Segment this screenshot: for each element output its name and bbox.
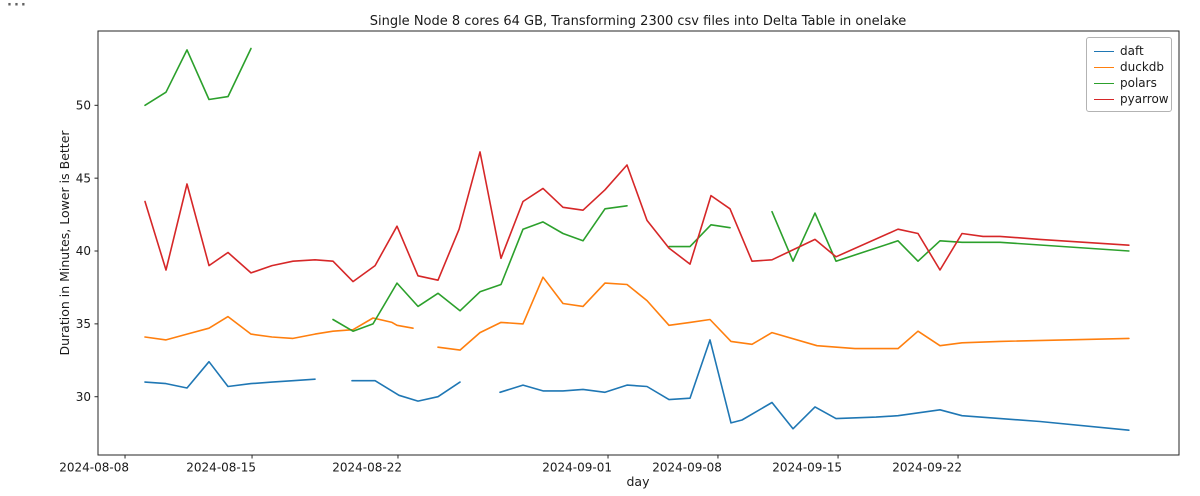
axis-ticks: 30 35 40 45 50 2024-08-08 2024-08-15 2024-08-22… (59, 99, 962, 475)
overflow-indicator-icon[interactable]: ··· (7, 0, 28, 13)
legend-label-daft: daft (1120, 44, 1144, 58)
y-tick-label: 50 (76, 99, 91, 113)
series-line-pyarrow (144, 151, 1130, 283)
y-tick-label: 35 (76, 317, 91, 331)
x-tick-label: 2024-09-15 (772, 461, 842, 475)
series-lines (144, 47, 1130, 432)
x-tick-label: 2024-08-15 (186, 461, 256, 475)
legend-swatch-polars (1094, 82, 1114, 84)
series-line-daft (144, 360, 316, 389)
y-tick-label: 45 (76, 171, 91, 185)
series-line-polars (668, 224, 731, 248)
y-tick-label: 30 (76, 390, 91, 404)
y-tick-label: 40 (76, 244, 91, 258)
legend-label-duckdb: duckdb (1120, 60, 1165, 74)
legend-entry-polars: polars (1094, 75, 1164, 91)
series-line-polars (771, 210, 1130, 263)
x-tick-label: 2024-09-22 (892, 461, 962, 475)
plot-border (97, 30, 1180, 456)
legend-entry-pyarrow: pyarrow (1094, 91, 1169, 107)
legend-swatch-duckdb (1094, 66, 1114, 68)
legend-swatch-daft (1094, 50, 1114, 52)
series-line-polars (144, 47, 252, 107)
legend-label-pyarrow: pyarrow (1120, 92, 1169, 106)
legend-label-polars: polars (1120, 76, 1157, 90)
axes-frame (97, 30, 1180, 456)
legend: daft duckdb polars pyarrow (1086, 37, 1172, 112)
x-axis-label: day (627, 474, 651, 489)
x-tick-label: 2024-08-08 (59, 461, 129, 475)
series-line-polars (332, 205, 628, 333)
chart-title: Single Node 8 cores 64 GB, Transforming … (370, 14, 907, 29)
series-line-duckdb (437, 276, 1130, 351)
x-tick-label: 2024-08-22 (332, 461, 402, 475)
x-tick-label: 2024-09-08 (652, 461, 722, 475)
legend-swatch-pyarrow (1094, 98, 1114, 100)
series-line-daft (499, 339, 1130, 432)
legend-entry-duckdb: duckdb (1094, 59, 1164, 75)
series-line-daft (351, 379, 461, 402)
series-line-duckdb (144, 315, 414, 341)
legend-entry-daft: daft (1094, 43, 1164, 59)
x-tick-label: 2024-09-01 (542, 461, 612, 475)
y-axis-label: Duration in Minutes, Lower is Better (57, 130, 72, 356)
